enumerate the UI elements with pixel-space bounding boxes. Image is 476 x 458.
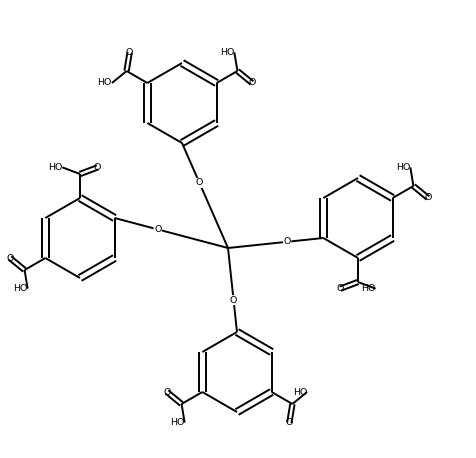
Text: O: O: [230, 295, 237, 305]
Text: O: O: [196, 179, 203, 187]
Text: O: O: [424, 193, 432, 202]
Text: HO: HO: [170, 418, 185, 427]
Text: HO: HO: [293, 387, 307, 397]
Text: HO: HO: [396, 163, 410, 172]
Text: O: O: [126, 48, 133, 57]
Text: O: O: [94, 163, 101, 172]
Text: O: O: [337, 284, 344, 293]
Text: O: O: [286, 418, 293, 427]
Text: O: O: [6, 254, 14, 262]
Text: HO: HO: [220, 48, 234, 57]
Text: O: O: [283, 237, 291, 246]
Text: O: O: [163, 387, 171, 397]
Text: O: O: [154, 225, 161, 234]
Text: HO: HO: [361, 284, 376, 293]
Text: HO: HO: [98, 78, 112, 87]
Text: HO: HO: [48, 163, 62, 172]
Text: HO: HO: [13, 284, 28, 293]
Text: O: O: [248, 78, 256, 87]
